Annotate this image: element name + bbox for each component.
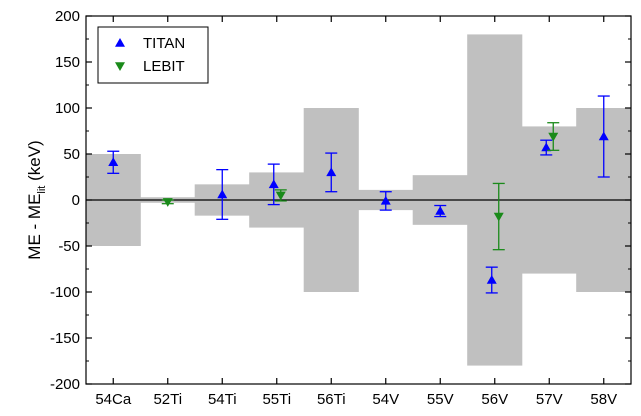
legend-label-titan: TITAN [143, 35, 185, 52]
y-axis-title-main: ME - ME [25, 194, 44, 260]
x-tick-label-54Ti: 54Ti [208, 391, 237, 408]
y-tick-label: 50 [63, 146, 80, 163]
legend: TITAN LEBIT [97, 26, 209, 84]
x-axis: 54Ca 52Ti 54Ti 55Ti 56Ti 54V 55V 56V 57V 58V [95, 16, 617, 408]
legend-marker-lebit [115, 62, 125, 71]
y-axis-title-unit: (keV) [25, 140, 44, 185]
series-lebit [161, 122, 560, 251]
x-tick-label-57V: 57V [536, 391, 563, 408]
point-lebit-56V [493, 212, 504, 222]
point-titan-56V [486, 275, 497, 284]
legend-marker-titan [115, 38, 125, 47]
point-lebit-52Ti [162, 198, 173, 207]
y-axis-title-subscript: lit [36, 186, 48, 194]
y-tick-label: -150 [50, 330, 80, 347]
point-titan-58V [598, 131, 609, 141]
y-tick-label: -200 [50, 376, 80, 393]
point-titan-54V [380, 195, 391, 205]
point-titan-55V [435, 206, 446, 215]
x-tick-label-56V: 56V [481, 391, 508, 408]
x-tick-label-54Ca: 54Ca [95, 391, 132, 408]
y-axis-title: ME - MElit (keV) [25, 140, 48, 259]
y-tick-label: 100 [55, 100, 80, 117]
point-titan-55Ti [268, 179, 279, 189]
point-titan-57V [541, 142, 552, 152]
x-tick-label-55V: 55V [427, 391, 454, 408]
legend-box [97, 26, 209, 84]
y-tick-label: 0 [72, 192, 80, 209]
x-tick-label-58V: 58V [590, 391, 617, 408]
point-titan-56Ti [326, 167, 337, 177]
point-lebit-57V [548, 132, 559, 142]
legend-label-lebit: LEBIT [143, 58, 185, 75]
y-tick-label: -100 [50, 284, 80, 301]
y-tick-label: 150 [55, 54, 80, 71]
x-tick-label-56Ti: 56Ti [317, 391, 346, 408]
series-titan [107, 95, 610, 294]
series-layer [107, 95, 610, 294]
point-titan-54Ca [108, 157, 119, 167]
y-axis: -200 -150 -100 -50 0 50 100 150 200 [50, 8, 631, 393]
point-titan-54Ti [217, 189, 228, 199]
y-tick-label: -50 [58, 238, 80, 255]
x-tick-label-52Ti: 52Ti [153, 391, 182, 408]
point-lebit-55Ti [275, 191, 286, 201]
y-tick-label: 200 [55, 8, 80, 25]
x-tick-label-55Ti: 55Ti [262, 391, 291, 408]
x-tick-label-54V: 54V [372, 391, 399, 408]
